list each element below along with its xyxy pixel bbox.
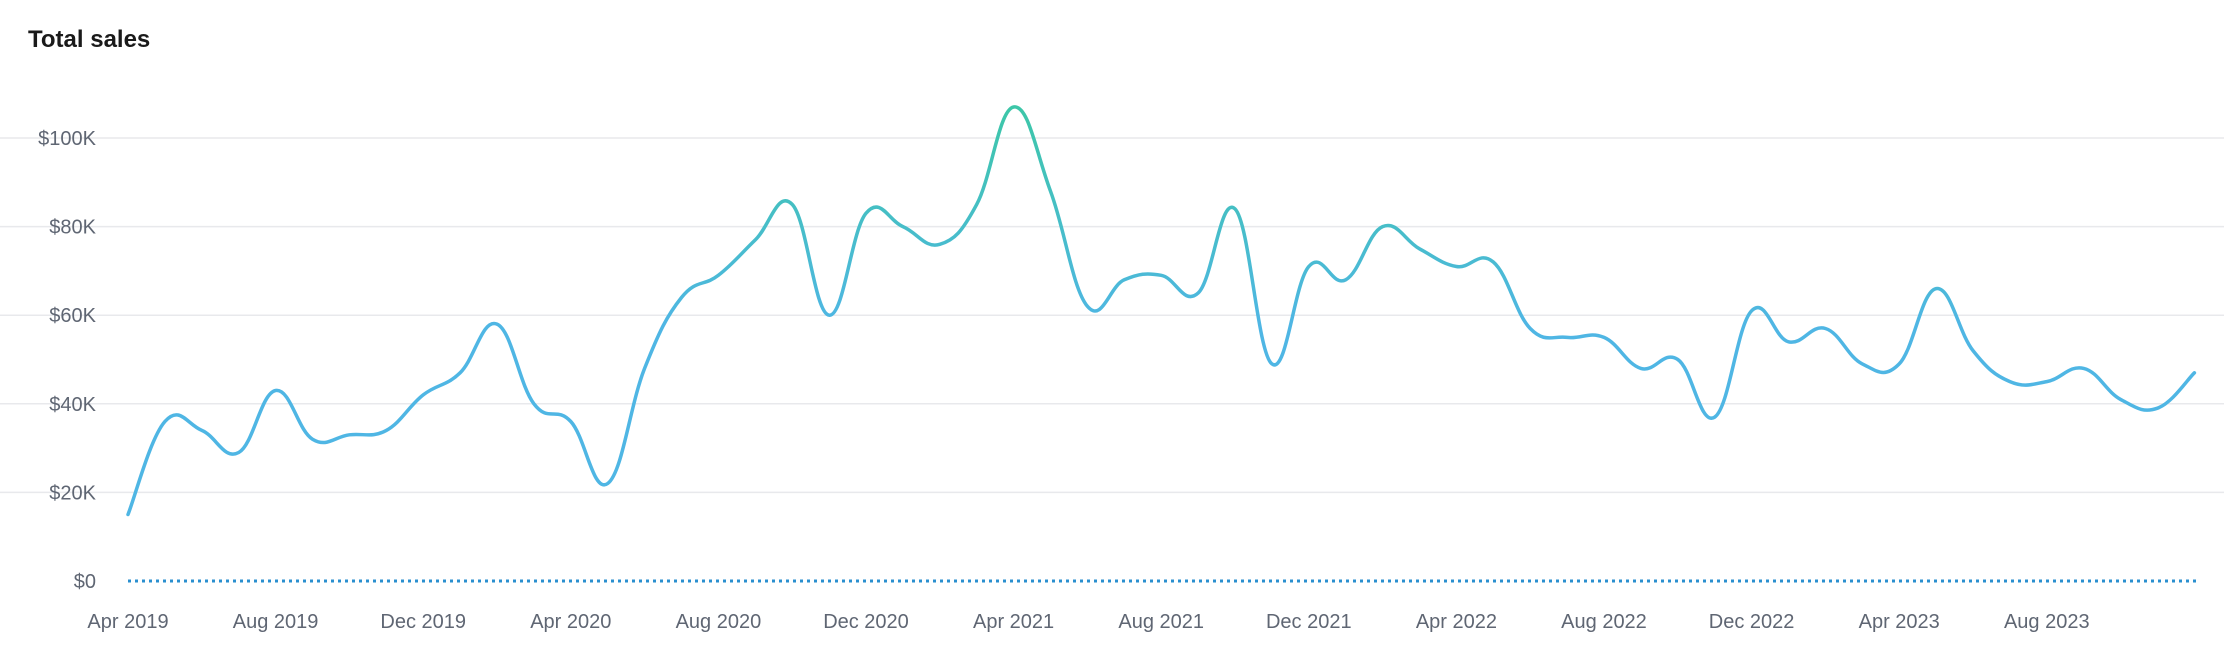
x-tick-label: Aug 2023 xyxy=(2004,611,2090,633)
x-tick-label: Dec 2021 xyxy=(1266,611,1352,633)
data-point xyxy=(1049,189,1053,193)
data-point xyxy=(1012,105,1016,109)
data-point xyxy=(1270,362,1274,366)
data-point xyxy=(458,371,462,375)
data-point xyxy=(1971,349,1975,353)
data-point xyxy=(495,322,499,326)
data-point xyxy=(1196,291,1200,295)
x-tick-label: Apr 2023 xyxy=(1859,611,1940,633)
data-point xyxy=(680,295,684,299)
y-tick-label: $40K xyxy=(49,394,96,416)
data-point xyxy=(274,389,278,393)
chart-title: Total sales xyxy=(28,26,151,53)
data-point xyxy=(384,428,388,432)
data-point xyxy=(753,238,757,242)
data-point xyxy=(1307,264,1311,268)
data-point xyxy=(1233,207,1237,211)
x-tick-label: Apr 2022 xyxy=(1416,611,1497,633)
y-tick-label: $60K xyxy=(49,305,96,327)
x-tick-label: Aug 2019 xyxy=(233,611,319,633)
data-point xyxy=(643,366,647,370)
data-point xyxy=(532,402,536,406)
data-point xyxy=(2045,380,2049,384)
data-point xyxy=(1787,340,1791,344)
x-tick-label: Dec 2022 xyxy=(1709,611,1795,633)
data-point xyxy=(1713,415,1717,419)
data-point xyxy=(938,242,942,246)
data-point xyxy=(901,225,905,229)
y-axis: $0 $20K $40K $60K $80K $100K xyxy=(38,128,96,593)
data-point xyxy=(1860,362,1864,366)
x-tick-label: Apr 2019 xyxy=(87,611,168,633)
data-point xyxy=(790,202,794,206)
y-tick-label: $0 xyxy=(74,571,96,593)
data-point xyxy=(2192,371,2196,375)
data-point xyxy=(126,513,130,517)
total-sales-line xyxy=(126,105,2197,517)
data-point xyxy=(200,428,204,432)
data-point xyxy=(864,211,868,215)
data-point xyxy=(1897,362,1901,366)
data-point xyxy=(2156,406,2160,410)
x-tick-label: Dec 2019 xyxy=(380,611,466,633)
gridlines xyxy=(0,137,2224,494)
data-point xyxy=(1454,264,1458,268)
data-point xyxy=(1639,366,1643,370)
data-point xyxy=(421,393,425,397)
y-tick-label: $100K xyxy=(38,128,96,150)
data-point xyxy=(311,437,315,441)
data-point xyxy=(1491,260,1495,264)
data-point xyxy=(1934,287,1938,291)
data-point xyxy=(1528,326,1532,330)
y-tick-label: $20K xyxy=(49,482,96,504)
y-tick-label: $80K xyxy=(49,217,96,239)
data-point xyxy=(2119,397,2123,401)
data-point xyxy=(606,482,610,486)
data-point xyxy=(237,451,241,455)
x-tick-label: Aug 2021 xyxy=(1118,611,1204,633)
x-axis: Apr 2019 Aug 2019 Dec 2019 Apr 2020 Aug 2020… xyxy=(87,611,2089,633)
data-point xyxy=(1565,335,1569,339)
x-tick-label: Dec 2020 xyxy=(823,611,909,633)
data-point xyxy=(1676,358,1680,362)
x-tick-label: Aug 2022 xyxy=(1561,611,1647,633)
data-point xyxy=(569,420,573,424)
data-point xyxy=(1122,278,1126,282)
data-point xyxy=(1159,273,1163,277)
data-point xyxy=(163,420,167,424)
data-point xyxy=(716,273,720,277)
x-tick-label: Apr 2020 xyxy=(530,611,611,633)
data-point xyxy=(2008,380,2012,384)
data-point xyxy=(1381,225,1385,229)
data-points xyxy=(126,105,2196,517)
data-point xyxy=(975,202,979,206)
x-tick-label: Apr 2021 xyxy=(973,611,1054,633)
data-point xyxy=(1085,304,1089,308)
data-point xyxy=(827,313,831,317)
data-point xyxy=(1418,247,1422,251)
x-tick-label: Aug 2020 xyxy=(676,611,762,633)
data-point xyxy=(1823,326,1827,330)
data-point xyxy=(1750,309,1754,313)
data-point xyxy=(1602,335,1606,339)
data-point xyxy=(1344,278,1348,282)
data-point xyxy=(347,433,351,437)
data-point xyxy=(2082,366,2086,370)
